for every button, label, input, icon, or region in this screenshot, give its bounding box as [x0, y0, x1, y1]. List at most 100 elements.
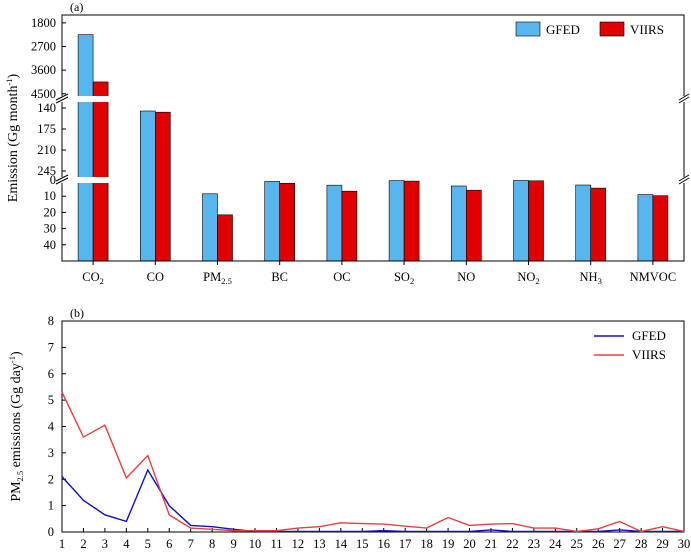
legend-swatch-viirs — [599, 21, 625, 37]
y-label-close: ) — [9, 351, 24, 356]
axis-break-mark-right — [678, 177, 690, 185]
panel-b-legend: GFED VIIRS — [594, 328, 666, 362]
axis-break-gap-right — [682, 177, 686, 183]
y-label-main: PM — [9, 481, 24, 502]
gfed-bar-4 — [264, 181, 281, 262]
x-tick-label-9: NH3 — [580, 270, 602, 286]
gfed-bar-8 — [513, 180, 529, 262]
y-tick-label: 30 — [44, 222, 57, 236]
x-tick-main: CO — [147, 270, 164, 284]
x-tick-label-7: NO — [457, 270, 475, 284]
x-tick-label-6: SO2 — [394, 270, 414, 286]
y-tick-label: 40 — [44, 238, 57, 252]
panel-a-legend: GFED VIIRS — [515, 21, 664, 37]
x-tick-label: 8 — [209, 537, 215, 551]
x-tick-label: 22 — [506, 537, 519, 551]
x-tick-label: 6 — [166, 537, 172, 551]
y-tick-label: 10 — [44, 189, 57, 203]
y-tick-label: 0 — [48, 525, 54, 539]
x-tick-label: 17 — [399, 537, 412, 551]
x-tick-label: 10 — [249, 537, 262, 551]
x-tick-label: 25 — [571, 537, 584, 551]
x-tick-label: 28 — [635, 537, 648, 551]
y-tick-label: 245 — [37, 164, 56, 178]
viirs-bar-4 — [279, 182, 296, 262]
viirs-line — [61, 391, 685, 533]
x-tick-label: 5 — [145, 537, 151, 551]
viirs-bar-10 — [652, 195, 669, 262]
x-tick-main: NMVOC — [630, 270, 677, 284]
legend-swatch-gfed — [515, 21, 541, 37]
x-tick-main: SO — [394, 270, 410, 284]
legend-label-gfed: GFED — [632, 328, 666, 343]
x-tick-label: 20 — [463, 537, 476, 551]
x-tick-label: 26 — [592, 537, 605, 551]
gfed-bar-5 — [326, 184, 343, 262]
x-tick-label-4: BC — [271, 270, 288, 284]
panel-b-label: (b) — [70, 306, 84, 320]
x-tick-label: 9 — [230, 537, 236, 551]
viirs-bar-9 — [590, 187, 607, 262]
gfed-bar-9 — [575, 184, 592, 262]
viirs-bar-2 — [155, 111, 171, 262]
y-tick-label: 210 — [37, 143, 56, 157]
x-tick-label: 23 — [528, 537, 541, 551]
x-tick-subscript: 2 — [535, 276, 539, 286]
y-label-superscript: -1 — [4, 78, 14, 85]
x-tick-main: CO — [82, 270, 99, 284]
y-tick-label: 1800 — [31, 16, 56, 30]
x-tick-main: NH — [580, 270, 598, 284]
gfed-bar-6 — [388, 180, 405, 262]
legend-label-viirs: VIIRS — [630, 22, 664, 37]
x-tick-subscript: 2.5 — [221, 276, 232, 286]
axis-break-mark-right — [678, 174, 690, 182]
axis-break-mark-right — [678, 96, 690, 104]
y-label-main: Emission (Gg month — [6, 86, 21, 203]
y-tick-label: 20 — [44, 205, 57, 219]
y-tick-label: 140 — [37, 101, 56, 115]
axis-break-mark-left — [55, 174, 69, 182]
x-tick-main: BC — [271, 270, 288, 284]
panel-a-label: (a) — [70, 0, 83, 14]
x-tick-label-10: NMVOC — [630, 270, 677, 284]
x-tick-label: 4 — [123, 537, 130, 551]
x-tick-label: 15 — [356, 537, 369, 551]
panel-a-frame — [61, 14, 685, 262]
y-tick-label: 5 — [48, 393, 54, 407]
y-tick-label: 0 — [50, 173, 56, 187]
x-tick-label: 27 — [613, 537, 626, 551]
x-tick-subscript: 2 — [410, 276, 414, 286]
x-tick-subscript: 3 — [598, 276, 602, 286]
legend-label-gfed: GFED — [546, 22, 580, 37]
x-tick-label: 2 — [80, 537, 86, 551]
x-tick-label: 30 — [678, 537, 691, 551]
x-tick-subscript: 2 — [100, 276, 104, 286]
x-tick-label: 11 — [270, 537, 282, 551]
viirs-bar-6 — [403, 180, 420, 262]
panel-b-y-axis-label: PM2.5 emissions (Gg day-1) — [7, 351, 25, 502]
panel-b-frame — [61, 320, 685, 533]
panel-a-emission-bar-chart: (a)CO2 CO PM2.5 BC OC SO2 NO NO2 NH3 NMVOC0102030… — [4, 0, 690, 286]
x-tick-main: NO — [457, 270, 475, 284]
viirs-bar-1 — [92, 81, 109, 262]
x-tick-main: NO — [517, 270, 535, 284]
y-label-close: ) — [6, 73, 21, 78]
x-tick-label: 16 — [377, 537, 390, 551]
gfed-line — [61, 468, 684, 533]
x-tick-label: 13 — [313, 537, 326, 551]
viirs-bar-3 — [217, 214, 233, 262]
x-tick-label: 1 — [59, 537, 65, 551]
y-tick-label: 1 — [48, 499, 54, 513]
y-tick-label: 175 — [37, 122, 56, 136]
y-tick-label: 7 — [48, 340, 54, 354]
axis-break-mark-right — [678, 93, 690, 101]
x-tick-label-5: OC — [333, 270, 350, 284]
y-label-superscript: -1 — [7, 356, 17, 363]
x-tick-label-3: PM2.5 — [203, 270, 232, 286]
x-tick-label-8: NO2 — [517, 270, 539, 286]
legend-label-viirs: VIIRS — [632, 347, 666, 362]
gfed-bar-7 — [450, 185, 467, 262]
y-tick-label: 4500 — [31, 87, 56, 101]
